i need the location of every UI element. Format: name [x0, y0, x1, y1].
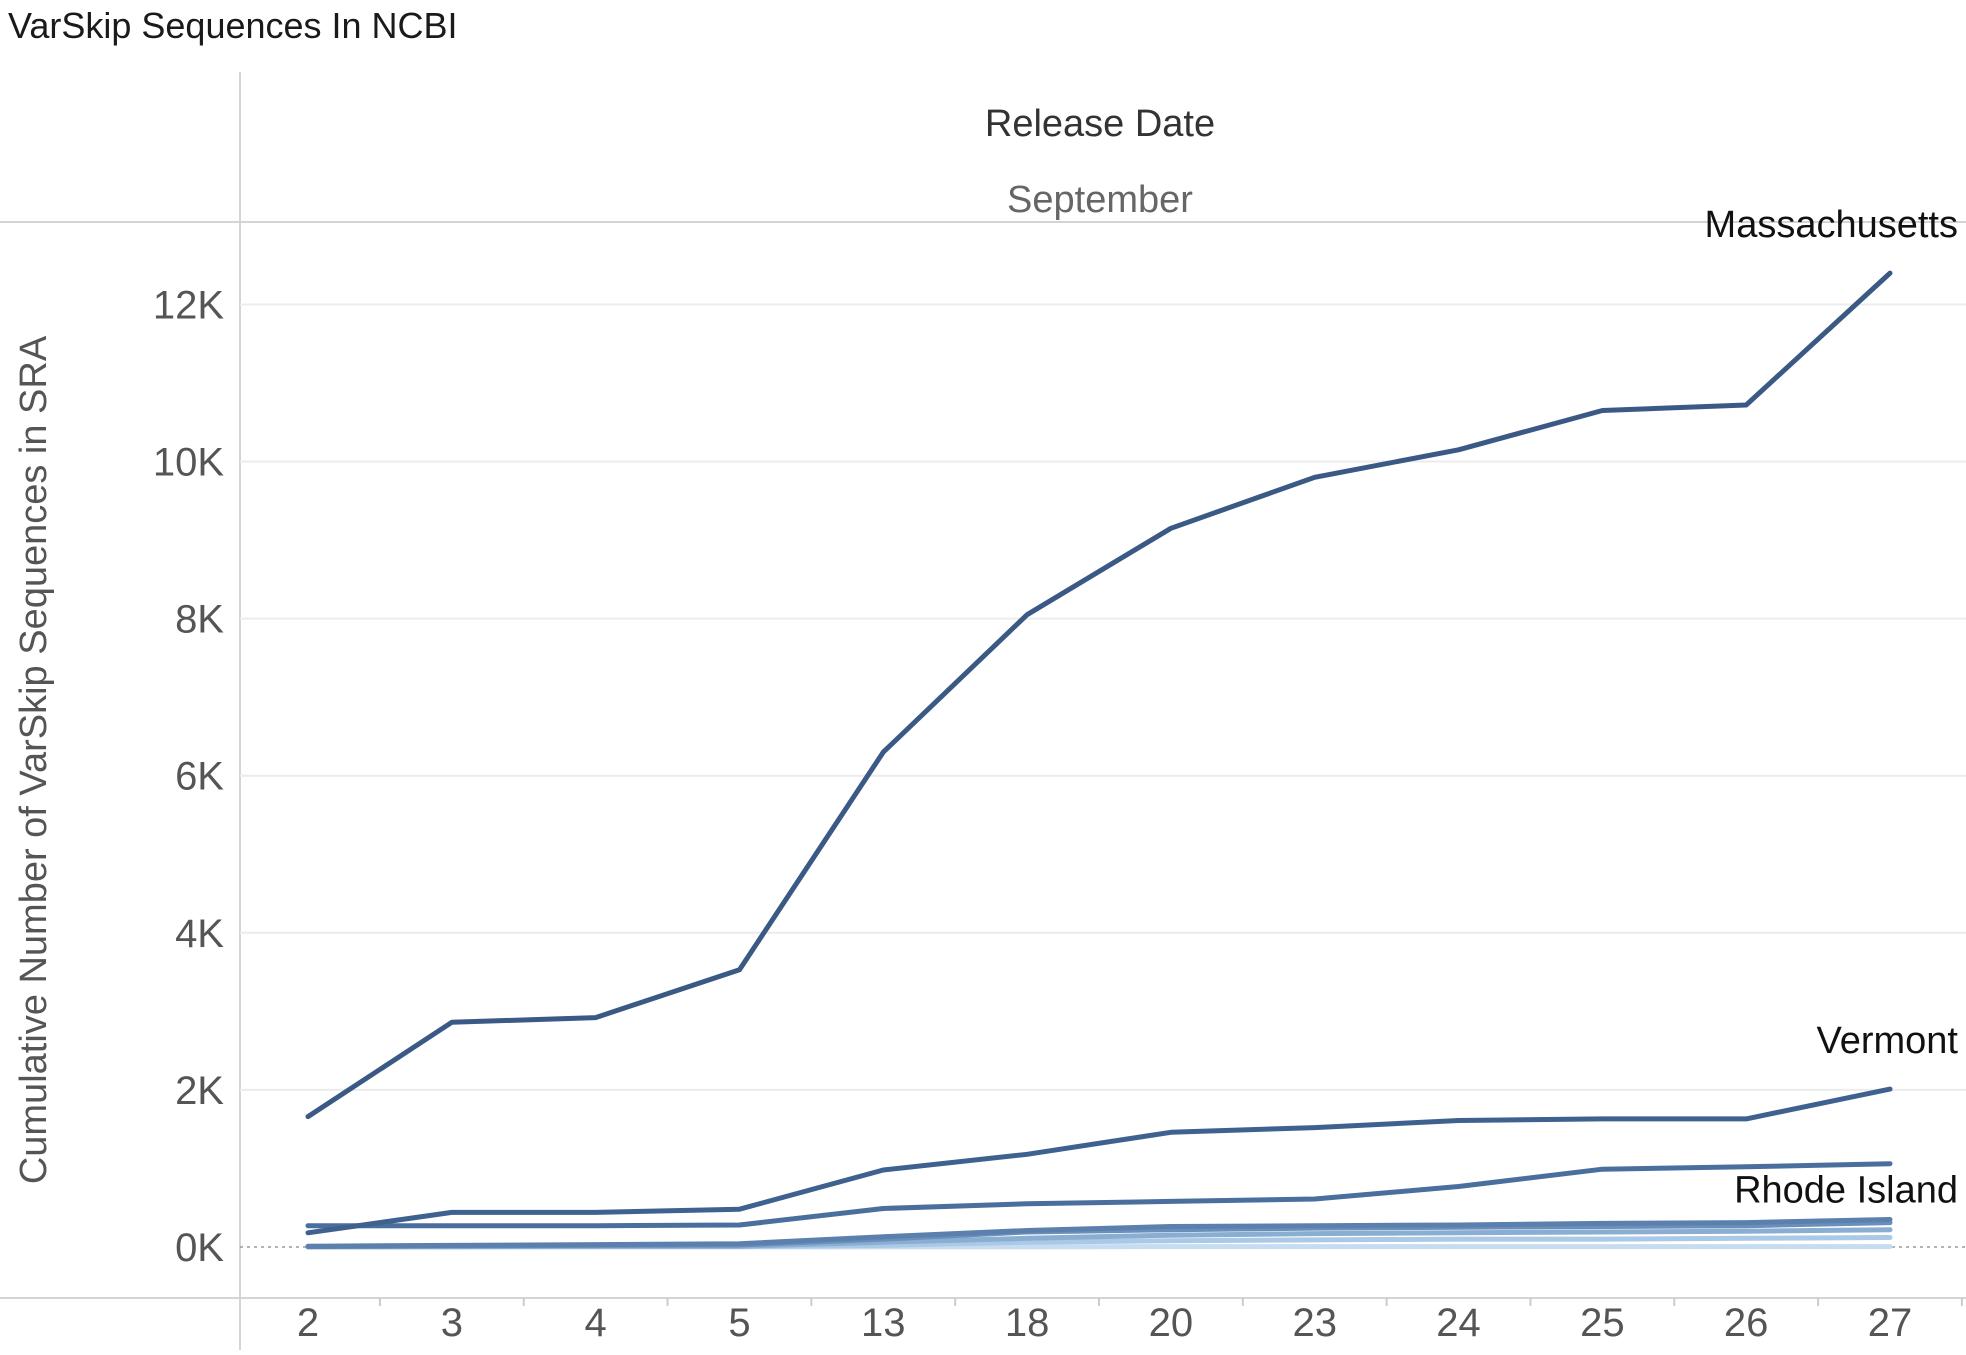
x-tick-label: 3 — [441, 1301, 463, 1345]
y-axis-title: Cumulative Number of VarSkip Sequences i… — [13, 335, 55, 1184]
y-tick-label: 10K — [153, 441, 224, 485]
y-tick-label: 8K — [175, 598, 224, 642]
series-labels: Massachusetts Vermont Rhode Island — [1705, 204, 1959, 1212]
series-line-massachusetts — [308, 273, 1890, 1117]
x-tick-label: 18 — [1005, 1301, 1050, 1345]
chart-title: VarSkip Sequences In NCBI — [8, 5, 458, 46]
y-tick-label: 6K — [175, 755, 224, 799]
series-label: Massachusetts — [1705, 204, 1958, 246]
x-tick-label: 2 — [297, 1301, 319, 1345]
x-tick-label: 26 — [1724, 1301, 1769, 1345]
series-label: Vermont — [1816, 1020, 1958, 1062]
x-tick-label: 24 — [1436, 1301, 1481, 1345]
series-label: Rhode Island — [1734, 1170, 1958, 1212]
series-line — [308, 1164, 1890, 1226]
x-tick-label: 20 — [1149, 1301, 1194, 1345]
x-tick-label: 13 — [861, 1301, 906, 1345]
x-tick-label: 25 — [1580, 1301, 1625, 1345]
series-lines — [308, 273, 1890, 1247]
x-tick-label: 23 — [1292, 1301, 1337, 1345]
x-tick-label: 4 — [585, 1301, 607, 1345]
y-tick-label: 4K — [175, 912, 224, 956]
y-tick-label: 2K — [175, 1069, 224, 1113]
y-tick-label: 0K — [175, 1226, 224, 1270]
series-line-vermont — [308, 1089, 1890, 1233]
x-axis-title: Release Date — [985, 103, 1215, 145]
x-tick-label: 5 — [728, 1301, 750, 1345]
x-group-label: September — [1007, 179, 1193, 221]
x-tick-label: 27 — [1868, 1301, 1913, 1345]
y-tick-label: 12K — [153, 283, 224, 327]
y-tick-labels: 0K 2K 4K 6K 8K 10K 12K — [153, 283, 224, 1269]
gridlines — [240, 304, 1966, 1089]
